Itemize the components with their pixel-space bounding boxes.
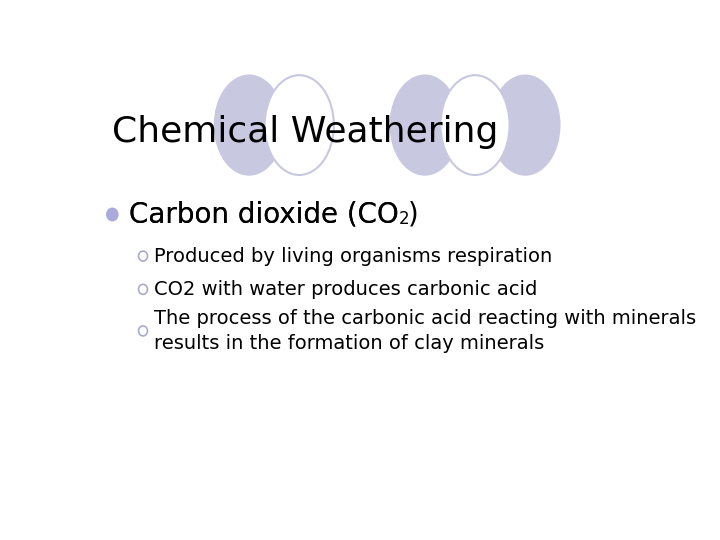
Ellipse shape <box>441 75 510 175</box>
Text: ): ) <box>408 200 419 228</box>
Ellipse shape <box>390 75 459 175</box>
Ellipse shape <box>138 251 148 261</box>
Ellipse shape <box>215 75 284 175</box>
Text: 2: 2 <box>399 211 410 228</box>
Text: Produced by living organisms respiration: Produced by living organisms respiration <box>154 247 552 266</box>
Ellipse shape <box>490 75 560 175</box>
Ellipse shape <box>138 285 148 294</box>
Text: The process of the carbonic acid reacting with minerals
results in the formation: The process of the carbonic acid reactin… <box>154 309 696 353</box>
Text: Chemical Weathering: Chemical Weathering <box>112 114 499 148</box>
Text: Carbon dioxide (CO: Carbon dioxide (CO <box>129 200 399 228</box>
Text: CO2 with water produces carbonic acid: CO2 with water produces carbonic acid <box>154 280 538 299</box>
Ellipse shape <box>265 75 334 175</box>
Ellipse shape <box>107 208 118 221</box>
Text: Carbon dioxide (CO: Carbon dioxide (CO <box>129 200 399 228</box>
Ellipse shape <box>138 326 148 336</box>
